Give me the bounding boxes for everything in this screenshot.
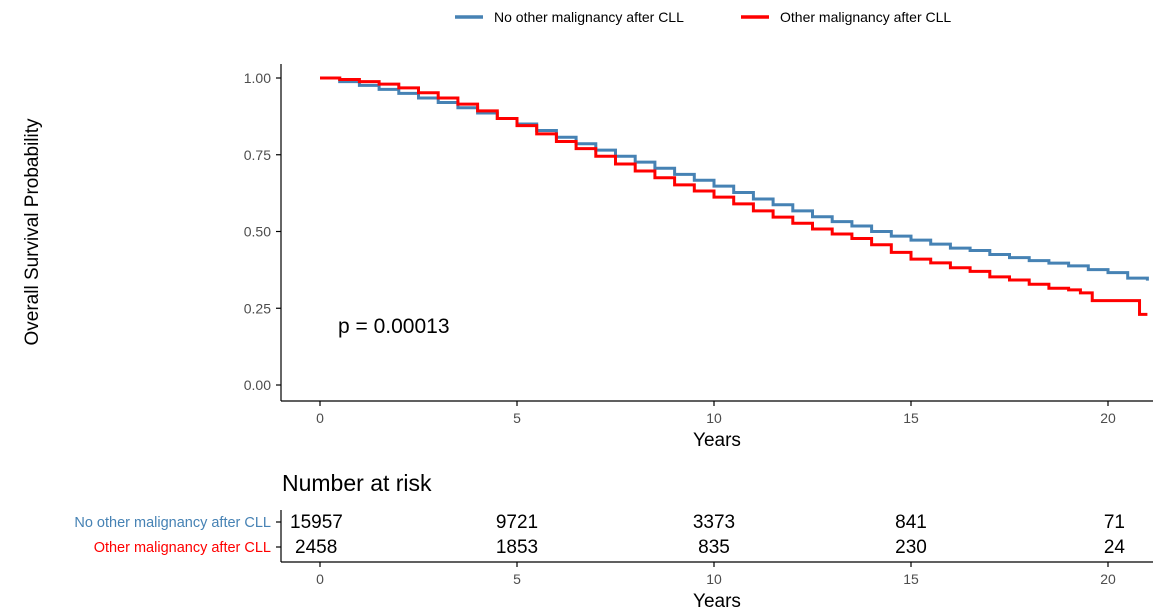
survival-curves [320,76,1149,316]
legend-label-other: Other malignancy after CLL [780,9,951,25]
y-tick-label: 0.25 [244,300,271,316]
risk-count: 71 [1104,512,1125,533]
curve-no-other-malignancy [320,76,1149,281]
legend-label-no-other: No other malignancy after CLL [494,9,684,25]
risk-count: 15957 [290,512,343,533]
curve-other-malignancy [320,76,1148,316]
legend: No other malignancy after CLL Other mali… [455,9,951,25]
risk-count: 3373 [693,512,735,533]
risk-count: 9721 [496,512,538,533]
risk-row-label: Other malignancy after CLL [94,540,271,556]
risk-count: 841 [895,512,927,533]
x-tick-label: 15 [903,410,919,426]
y-ticks: 0.00 0.25 0.50 0.75 1.00 [244,70,281,393]
risk-count: 24 [1104,537,1126,558]
risk-x-tick-label: 0 [316,571,324,587]
x-tick-label: 20 [1100,410,1116,426]
y-tick-label: 0.00 [244,377,271,393]
y-tick-label: 0.50 [244,224,271,240]
x-ticks: 0 5 10 15 20 [316,401,1116,426]
risk-table-x-axis-title: Years [693,591,741,611]
x-axis-title: Years [693,430,741,451]
x-tick-label: 0 [316,410,324,426]
y-axis-title: Overall Survival Probability [22,118,43,346]
y-tick-label: 0.75 [244,147,271,163]
y-tick-label: 1.00 [244,70,271,86]
risk-row-label: No other malignancy after CLL [74,515,271,531]
x-tick-label: 5 [513,410,521,426]
risk-count: 1853 [496,537,538,558]
risk-x-tick-label: 15 [903,571,919,587]
risk-x-tick-label: 10 [706,571,722,587]
risk-table-title: Number at risk [282,470,432,496]
risk-count: 835 [698,537,730,558]
p-value-annotation: p = 0.00013 [338,315,450,338]
risk-count: 2458 [295,537,337,558]
risk-table-rows: No other malignancy after CLL 15957 9721 33… [74,512,1125,558]
risk-table-x-ticks: 0 5 10 15 20 [316,562,1116,587]
risk-x-tick-label: 20 [1100,571,1116,587]
risk-count: 230 [895,537,927,558]
risk-x-tick-label: 5 [513,571,521,587]
x-tick-label: 10 [706,410,722,426]
